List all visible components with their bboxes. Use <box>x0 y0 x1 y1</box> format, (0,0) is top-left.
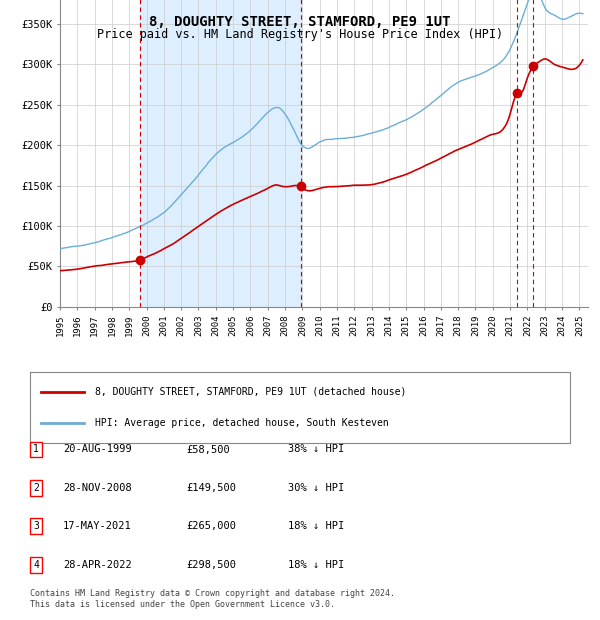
Text: Price paid vs. HM Land Registry's House Price Index (HPI): Price paid vs. HM Land Registry's House … <box>97 28 503 41</box>
Text: 28-NOV-2008: 28-NOV-2008 <box>63 483 132 493</box>
Text: 20-AUG-1999: 20-AUG-1999 <box>63 445 132 454</box>
Text: 18% ↓ HPI: 18% ↓ HPI <box>288 560 344 570</box>
Text: 1: 1 <box>33 445 39 454</box>
Text: HPI: Average price, detached house, South Kesteven: HPI: Average price, detached house, Sout… <box>95 418 389 428</box>
Text: 3: 3 <box>33 521 39 531</box>
Text: 8, DOUGHTY STREET, STAMFORD, PE9 1UT (detached house): 8, DOUGHTY STREET, STAMFORD, PE9 1UT (de… <box>95 387 406 397</box>
Bar <box>140 0 301 307</box>
Text: 30% ↓ HPI: 30% ↓ HPI <box>288 483 344 493</box>
Text: 17-MAY-2021: 17-MAY-2021 <box>63 521 132 531</box>
Text: £298,500: £298,500 <box>186 560 236 570</box>
Text: 2: 2 <box>33 483 39 493</box>
Text: £149,500: £149,500 <box>186 483 236 493</box>
Text: 4: 4 <box>33 560 39 570</box>
Text: 18% ↓ HPI: 18% ↓ HPI <box>288 521 344 531</box>
Text: 38% ↓ HPI: 38% ↓ HPI <box>288 445 344 454</box>
Text: 28-APR-2022: 28-APR-2022 <box>63 560 132 570</box>
Text: 8, DOUGHTY STREET, STAMFORD, PE9 1UT: 8, DOUGHTY STREET, STAMFORD, PE9 1UT <box>149 16 451 30</box>
Text: £58,500: £58,500 <box>186 445 230 454</box>
Text: £265,000: £265,000 <box>186 521 236 531</box>
Text: Contains HM Land Registry data © Crown copyright and database right 2024.
This d: Contains HM Land Registry data © Crown c… <box>30 590 395 609</box>
